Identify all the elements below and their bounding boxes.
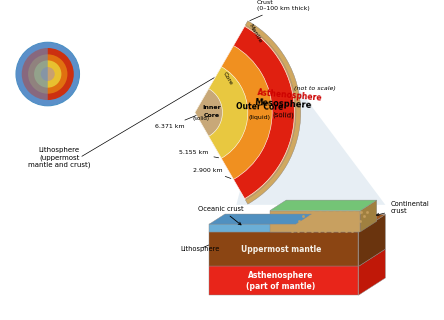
Text: Inner: Inner	[202, 105, 221, 110]
Polygon shape	[210, 214, 385, 232]
Text: Mantle: Mantle	[247, 23, 262, 44]
Wedge shape	[195, 89, 222, 136]
Polygon shape	[361, 200, 377, 232]
Wedge shape	[195, 67, 248, 158]
Text: (liquid): (liquid)	[249, 116, 271, 120]
Wedge shape	[195, 21, 301, 204]
Text: (solid): (solid)	[192, 116, 209, 121]
Polygon shape	[270, 211, 361, 232]
Text: Continental
crust: Continental crust	[377, 201, 429, 216]
Text: (solid): (solid)	[272, 112, 294, 119]
Wedge shape	[246, 21, 301, 204]
Text: Lithosphere
(uppermost
mantle and crust): Lithosphere (uppermost mantle and crust)	[28, 147, 91, 168]
Wedge shape	[195, 26, 294, 199]
Circle shape	[34, 60, 61, 88]
Polygon shape	[236, 21, 385, 205]
Text: Lithosphere: Lithosphere	[181, 245, 220, 252]
Wedge shape	[16, 42, 48, 106]
Text: Oceanic crust: Oceanic crust	[198, 206, 243, 225]
Circle shape	[28, 54, 67, 94]
Text: 6.371 km: 6.371 km	[155, 116, 196, 129]
Text: Outer Core: Outer Core	[236, 102, 284, 112]
Polygon shape	[210, 214, 311, 224]
Polygon shape	[358, 214, 385, 267]
Circle shape	[16, 42, 79, 106]
Polygon shape	[270, 200, 377, 211]
Text: Core: Core	[222, 71, 234, 86]
Polygon shape	[358, 249, 385, 295]
Polygon shape	[210, 232, 358, 267]
Text: 2.900 km: 2.900 km	[193, 168, 231, 179]
Text: 5.155 km: 5.155 km	[179, 150, 218, 158]
Text: Core: Core	[204, 113, 220, 118]
Text: Asthenosphere: Asthenosphere	[257, 88, 323, 103]
Circle shape	[22, 48, 74, 100]
Text: Uppermost mantle: Uppermost mantle	[241, 244, 321, 253]
Polygon shape	[210, 267, 358, 295]
Polygon shape	[210, 224, 296, 232]
Text: Asthenosphere
(part of mantle): Asthenosphere (part of mantle)	[246, 271, 316, 291]
Circle shape	[41, 67, 55, 81]
Text: Crust
(0–100 km thick): Crust (0–100 km thick)	[250, 0, 309, 21]
Text: (not to scale): (not to scale)	[294, 86, 336, 91]
Text: Mesosphere: Mesosphere	[254, 98, 312, 110]
Wedge shape	[195, 46, 272, 180]
